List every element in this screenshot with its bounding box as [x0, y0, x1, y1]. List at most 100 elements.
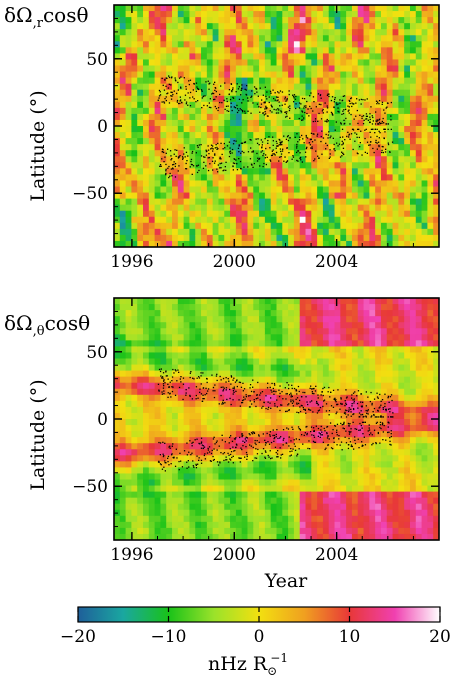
heatmap-cell	[328, 382, 336, 390]
heatmap-cell	[404, 192, 411, 200]
heatmap-cell	[392, 162, 399, 169]
heatmap-cell	[322, 71, 330, 79]
scatter-point	[385, 107, 387, 109]
heatmap-cell	[404, 168, 411, 175]
scatter-point	[167, 92, 169, 94]
heatmap-cell	[218, 473, 225, 481]
heatmap-cell	[334, 156, 341, 163]
heatmap-cell	[276, 119, 283, 127]
heatmap-cell	[160, 210, 167, 218]
heatmap-cell	[311, 310, 318, 317]
heatmap-cell	[206, 234, 214, 242]
heatmap-cell	[224, 376, 231, 384]
heatmap-cell	[264, 107, 272, 115]
heatmap-cell	[201, 406, 208, 414]
heatmap-cell	[351, 412, 359, 420]
heatmap-cell	[259, 156, 266, 163]
heatmap-cell	[206, 521, 214, 529]
heatmap-cell	[322, 461, 330, 468]
heatmap-cell	[253, 328, 260, 335]
heatmap-cell	[235, 101, 243, 109]
heatmap-cell	[264, 443, 272, 450]
heatmap-cell	[212, 340, 220, 347]
heatmap-cell	[235, 53, 243, 61]
scatter-point	[244, 141, 246, 143]
heatmap-cell	[259, 11, 266, 18]
heatmap-cell	[328, 180, 336, 188]
scatter-point	[286, 115, 288, 117]
heatmap-cell	[114, 527, 121, 535]
heatmap-cell	[363, 437, 370, 444]
heatmap-cell	[311, 53, 318, 61]
heatmap-cell	[125, 17, 133, 24]
scatter-point	[180, 99, 182, 101]
heatmap-cell	[183, 77, 191, 85]
heatmap-cell	[293, 443, 301, 450]
scatter-point	[305, 105, 307, 107]
scatter-point	[320, 140, 322, 143]
heatmap-cell	[311, 334, 318, 341]
heatmap-cell	[334, 437, 341, 444]
heatmap-cell	[293, 412, 301, 420]
heatmap-cell	[311, 376, 318, 384]
scatter-point	[282, 148, 284, 150]
heatmap-cell	[253, 119, 260, 127]
heatmap-cell	[119, 192, 127, 200]
scatter-point	[351, 102, 353, 104]
heatmap-cell	[334, 11, 341, 18]
heatmap-cell	[206, 316, 214, 323]
scatter-point	[366, 115, 368, 117]
heatmap-cell	[172, 322, 179, 329]
heatmap-cell	[160, 168, 167, 175]
heatmap-cell	[346, 162, 353, 169]
heatmap-cell	[114, 132, 121, 139]
heatmap-cell	[421, 168, 428, 175]
heatmap-cell	[189, 95, 196, 103]
heatmap-cell	[183, 204, 191, 212]
scatter-point	[242, 99, 244, 101]
heatmap-cell	[346, 473, 353, 481]
heatmap-cell	[276, 174, 283, 182]
heatmap-cell	[299, 406, 307, 414]
heatmap-cell	[398, 119, 405, 127]
heatmap-cell	[143, 388, 150, 396]
heatmap-cell	[270, 47, 278, 54]
heatmap-cell	[328, 156, 336, 163]
heatmap-cell	[288, 509, 295, 517]
heatmap-cell	[206, 322, 214, 329]
heatmap-cell	[311, 95, 318, 103]
heatmap-cell	[311, 503, 318, 511]
heatmap-cell	[189, 394, 196, 402]
heatmap-cell	[247, 83, 254, 91]
heatmap-cell	[143, 316, 150, 323]
scatter-point	[348, 133, 351, 135]
heatmap-cell	[131, 485, 138, 493]
heatmap-cell	[357, 473, 365, 481]
heatmap-cell	[218, 17, 225, 24]
heatmap-cell	[369, 59, 376, 67]
heatmap-cell	[433, 192, 439, 200]
heatmap-cell	[189, 304, 196, 311]
heatmap-cell	[212, 17, 220, 24]
heatmap-cell	[340, 437, 347, 444]
heatmap-cell	[427, 180, 434, 188]
heatmap-cell	[206, 41, 214, 48]
heatmap-cell	[398, 138, 405, 145]
scatter-point	[238, 151, 240, 153]
scatter-point	[292, 95, 295, 98]
heatmap-cell	[143, 515, 150, 523]
scatter-point	[343, 95, 346, 97]
heatmap-cell	[166, 346, 173, 354]
heatmap-cell	[299, 234, 307, 242]
heatmap-cell	[212, 95, 220, 103]
heatmap-cell	[253, 192, 260, 200]
heatmap-cell	[247, 126, 254, 133]
heatmap-cell	[143, 35, 150, 42]
heatmap-cell	[183, 192, 191, 200]
scatter-point	[172, 93, 174, 96]
heatmap-cell	[160, 521, 167, 529]
heatmap-cell	[421, 83, 428, 91]
heatmap-cell	[293, 101, 301, 109]
heatmap-cell	[247, 364, 254, 372]
scatter-point	[289, 117, 291, 119]
